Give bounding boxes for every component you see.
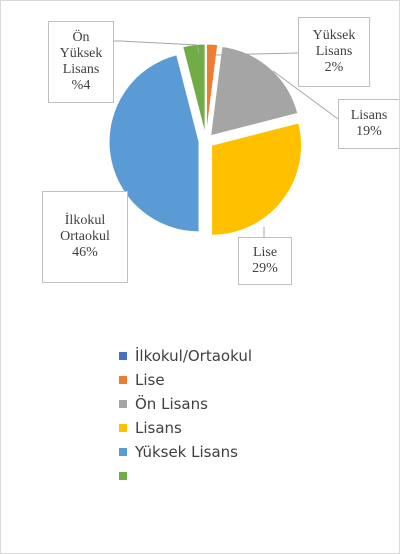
data-label: Ön Yüksek Lisans %4 [48, 21, 114, 103]
legend-item: Yüksek Lisans [119, 441, 238, 463]
legend-label: Yüksek Lisans [135, 443, 238, 461]
legend-swatch [119, 472, 127, 480]
data-label-value: 19% [356, 124, 382, 139]
pie-slice [205, 43, 219, 135]
data-label-name: Ön Yüksek Lisans [59, 30, 103, 77]
data-label-name: Lise [252, 245, 278, 260]
data-label-name: Lisans [350, 108, 388, 123]
data-label: Lise 29% [238, 237, 292, 285]
legend-item [119, 465, 135, 487]
pie-slice [210, 45, 299, 137]
pie-slice [211, 122, 303, 236]
data-label: İlkokul Ortaokul 46% [42, 191, 128, 283]
legend-item: Lise [119, 369, 165, 391]
data-label-name: Yüksek Lisans [312, 28, 356, 59]
pie-slice [108, 54, 200, 233]
legend-label: Lisans [135, 419, 182, 437]
legend-item: Ön Lisans [119, 393, 208, 415]
legend-label: İlkokul/Ortaokul [135, 347, 252, 365]
leader-line [214, 52, 299, 56]
data-label-name: İlkokul Ortaokul [60, 213, 110, 244]
data-label-value: %4 [71, 78, 91, 93]
data-label: Lisans 19% [338, 99, 399, 149]
legend-swatch [119, 376, 127, 384]
legend-swatch [119, 400, 127, 408]
legend-item: İlkokul/Ortaokul [119, 345, 252, 367]
legend-swatch [119, 352, 127, 360]
legend-swatch [119, 424, 127, 432]
data-label-value: 46% [72, 245, 98, 260]
data-label-value: 29% [252, 261, 278, 276]
legend-label: Ön Lisans [135, 395, 208, 413]
legend-swatch [119, 448, 127, 456]
legend-label: Lise [135, 371, 165, 389]
legend-item: Lisans [119, 417, 182, 439]
leader-line [272, 70, 339, 120]
leader-line [114, 40, 200, 54]
data-label: Yüksek Lisans 2% [298, 17, 370, 87]
data-label-value: 2% [324, 60, 344, 75]
